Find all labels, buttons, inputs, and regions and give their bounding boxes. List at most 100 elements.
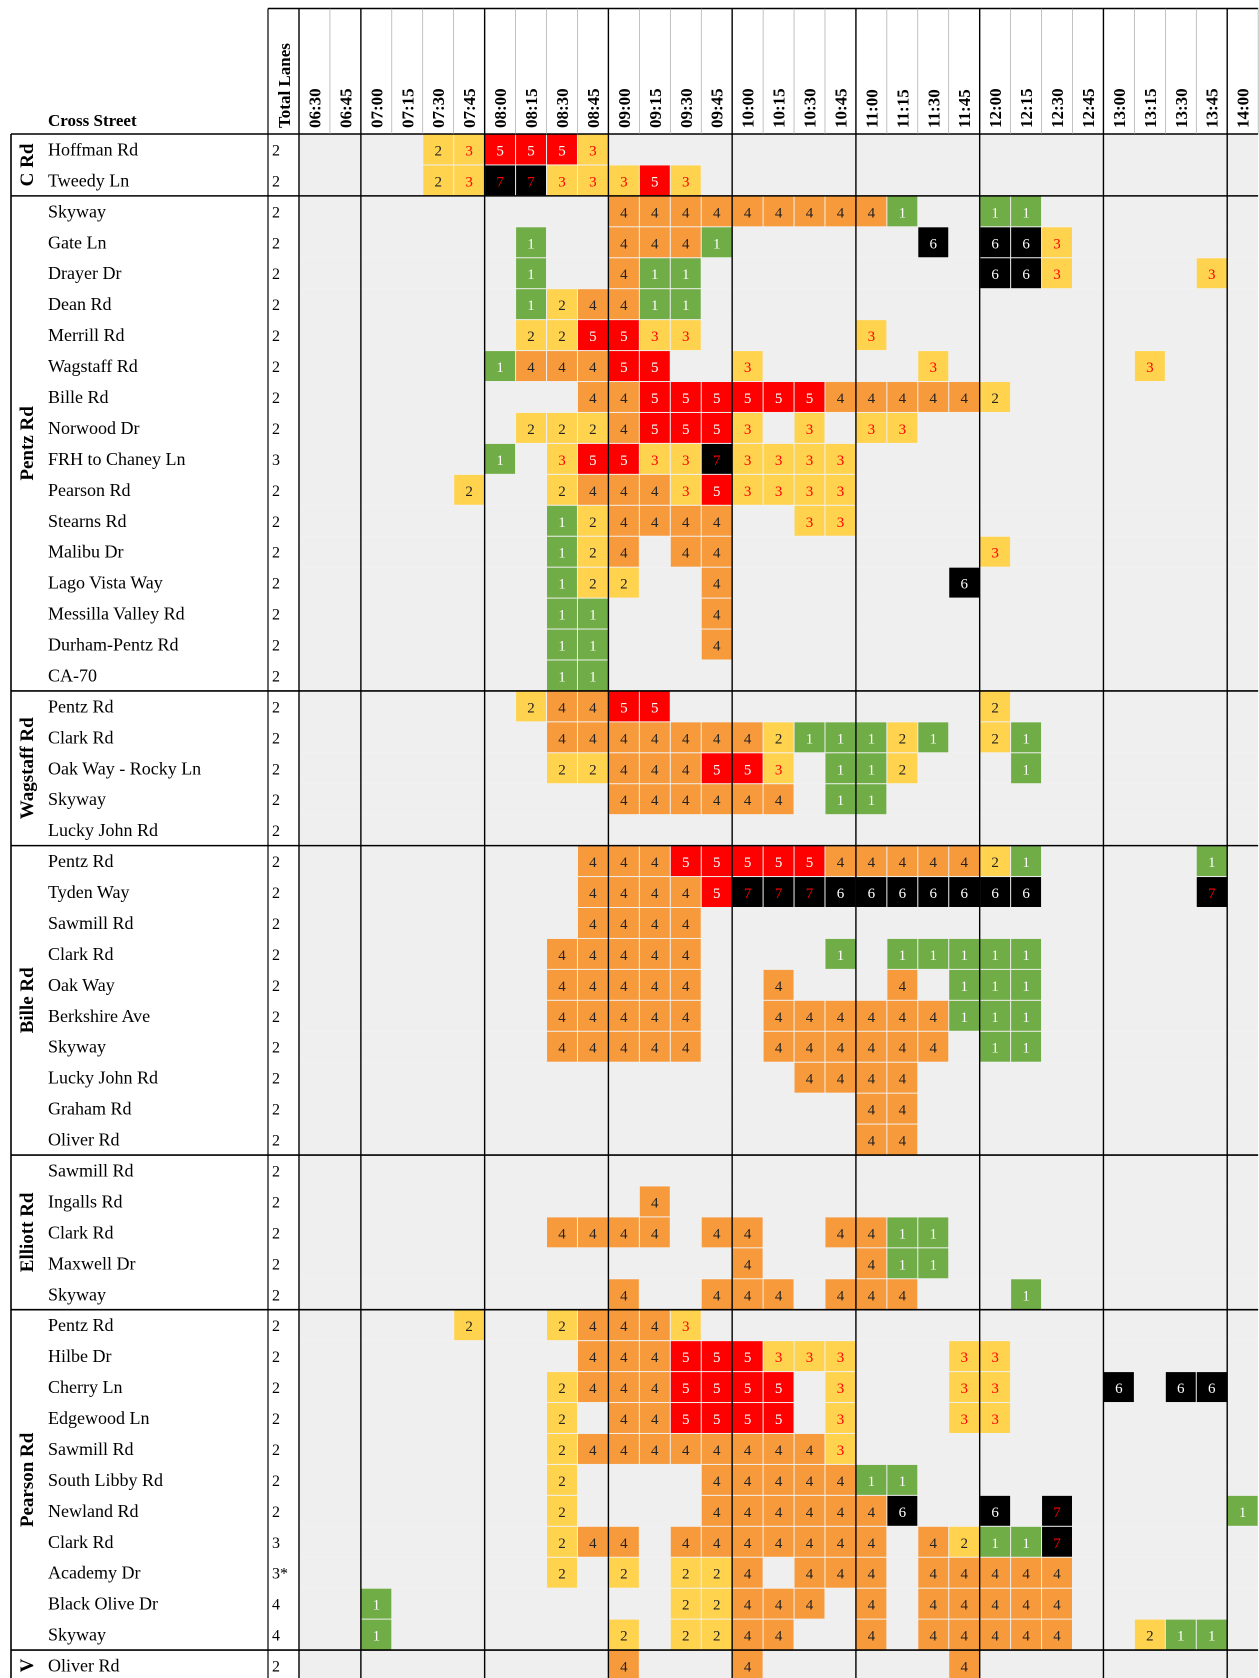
cell-value: 2 — [589, 422, 597, 438]
cell-value: 3 — [960, 1350, 968, 1366]
cell-value: 4 — [713, 1536, 721, 1552]
cell — [794, 1031, 825, 1062]
cell-value: 4 — [620, 1660, 628, 1676]
cell-value: 1 — [496, 453, 504, 469]
cell — [608, 1217, 639, 1248]
cell — [763, 1372, 794, 1403]
cell-value: 4 — [806, 1474, 814, 1490]
cell — [980, 1341, 1011, 1372]
cell — [856, 196, 887, 227]
cell-value: 5 — [775, 855, 783, 871]
cell — [547, 165, 577, 196]
cell-value: 1 — [899, 1474, 907, 1490]
cell-value: 4 — [620, 1319, 628, 1335]
cell-value: 1 — [496, 360, 504, 376]
cell-value: 1 — [527, 298, 535, 314]
cell-value: 4 — [589, 855, 597, 871]
cell — [1011, 722, 1042, 753]
cell-value: 4 — [899, 1288, 907, 1304]
cell-value: 1 — [960, 979, 968, 995]
lanes: 2 — [272, 823, 280, 840]
cell — [701, 196, 732, 227]
time-header: 07:30 — [429, 88, 448, 128]
cell-value: 2 — [558, 1443, 566, 1459]
cell-value: 4 — [589, 731, 597, 747]
cell — [856, 722, 887, 753]
cell-value: 5 — [713, 1412, 721, 1428]
cell-value: 4 — [651, 1319, 659, 1335]
cell-value: 4 — [930, 1010, 938, 1026]
cell — [825, 1557, 856, 1588]
cell — [856, 1495, 887, 1526]
street: Skyway — [48, 1625, 106, 1645]
cell — [547, 1464, 577, 1495]
time-header: 08:15 — [522, 88, 541, 128]
cell-value: 4 — [960, 1567, 968, 1583]
lanes: 3 — [272, 1535, 280, 1552]
cell-value: 2 — [527, 329, 535, 345]
cell — [608, 165, 639, 196]
cell-value: 4 — [744, 1443, 752, 1459]
cell-value: 4 — [651, 793, 659, 809]
cell — [608, 877, 639, 907]
cell-value: 3 — [806, 422, 814, 438]
lanes: 2 — [272, 235, 280, 252]
cell-value: 4 — [558, 1010, 566, 1026]
row-bg — [299, 288, 1259, 320]
cell — [701, 1217, 732, 1248]
cell-value: 2 — [775, 731, 783, 747]
cell-value: 3 — [651, 453, 659, 469]
cell-value: 1 — [1022, 762, 1030, 778]
cell — [887, 969, 918, 1000]
cell — [670, 382, 701, 412]
cell — [763, 753, 794, 784]
cell — [1103, 1372, 1134, 1403]
cell — [980, 1372, 1011, 1403]
cell-value: 4 — [620, 1381, 628, 1397]
cell-value: 4 — [775, 1288, 783, 1304]
cell-value: 4 — [620, 236, 628, 252]
row-bg — [299, 1155, 1259, 1186]
cell-value: 4 — [868, 1103, 876, 1119]
cell — [918, 1619, 949, 1650]
cell-value: 4 — [558, 1041, 566, 1057]
street: Lucky John Rd — [48, 1068, 158, 1088]
cell-value: 4 — [558, 948, 566, 964]
cell-value: 4 — [682, 979, 690, 995]
street: Stearns Rd — [48, 511, 127, 531]
street: Pentz Rd — [48, 1315, 114, 1335]
cell — [577, 938, 608, 969]
cell — [577, 567, 608, 598]
cell — [608, 536, 639, 567]
cell — [1042, 1526, 1072, 1557]
cell-value: 4 — [651, 484, 659, 500]
cell — [732, 722, 763, 753]
cell-value: 5 — [713, 762, 721, 778]
cell-value: 6 — [899, 1505, 907, 1521]
lanes: 2 — [272, 359, 280, 376]
cell — [608, 474, 639, 505]
row-bg — [299, 907, 1259, 939]
cell-value: 1 — [682, 267, 690, 283]
cell — [794, 196, 825, 227]
cell — [639, 1031, 670, 1062]
cell-value: 6 — [930, 236, 938, 252]
cell — [1011, 877, 1042, 907]
cell-value: 4 — [806, 1041, 814, 1057]
cell — [670, 258, 701, 289]
cell — [577, 505, 608, 536]
street: Norwood Dr — [48, 418, 140, 438]
cell — [1011, 969, 1042, 1000]
time-header: 10:45 — [831, 88, 850, 128]
time-header: 13:30 — [1172, 88, 1191, 128]
cell-value: 4 — [589, 979, 597, 995]
cell-value: 1 — [806, 731, 814, 747]
cell — [361, 1588, 392, 1619]
cell-value: 4 — [806, 1072, 814, 1088]
cell-value: 3 — [868, 329, 876, 345]
cell — [1134, 1619, 1165, 1650]
cell-value: 5 — [558, 143, 566, 159]
cell-value: 2 — [991, 391, 999, 407]
cell-value: 4 — [620, 1010, 628, 1026]
cell — [825, 505, 856, 536]
